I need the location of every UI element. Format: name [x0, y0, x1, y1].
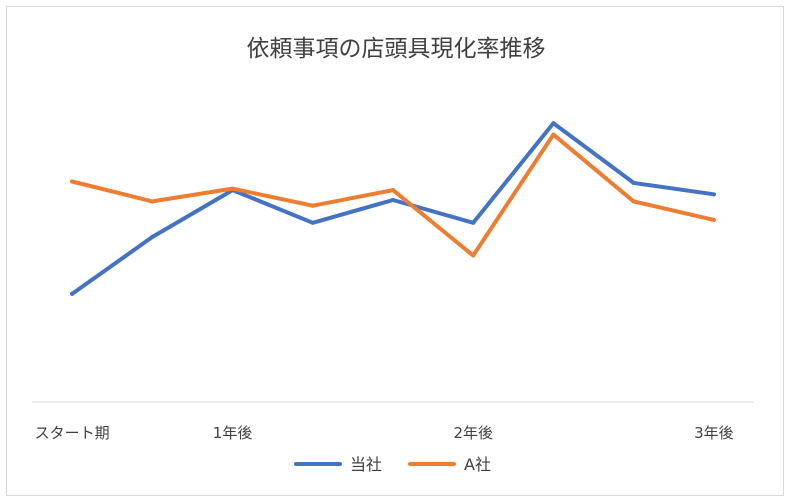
data-point [150, 235, 155, 239]
data-point [391, 188, 395, 193]
data-point [230, 186, 235, 191]
series-line-0 [70, 121, 716, 296]
data-point [310, 220, 315, 225]
legend: 当社 A社 [294, 455, 491, 474]
data-point [70, 179, 75, 184]
x-tick-label: 2年後 [453, 424, 493, 442]
data-point [310, 203, 315, 208]
data-point [631, 180, 636, 185]
series-line-1 [70, 132, 716, 258]
data-point [471, 253, 476, 258]
data-point [631, 199, 636, 204]
data-point [551, 121, 556, 126]
data-point [150, 199, 155, 204]
legend-label: 当社 [350, 455, 382, 474]
x-tick-label: スタート期 [35, 424, 110, 442]
data-point [551, 132, 556, 137]
x-tick-label: 1年後 [213, 424, 253, 442]
data-point [471, 220, 476, 225]
x-axis: スタート期 1年後 2年後 3年後 [32, 401, 754, 442]
data-point [711, 192, 716, 197]
x-tick-label: 3年後 [694, 424, 734, 442]
chart-title: 依頼事項の店頭具現化率推移 [247, 36, 546, 62]
data-point [711, 217, 716, 222]
data-point [391, 198, 395, 203]
plot-area [70, 121, 716, 296]
data-point [70, 291, 75, 296]
legend-label: A社 [464, 455, 491, 474]
